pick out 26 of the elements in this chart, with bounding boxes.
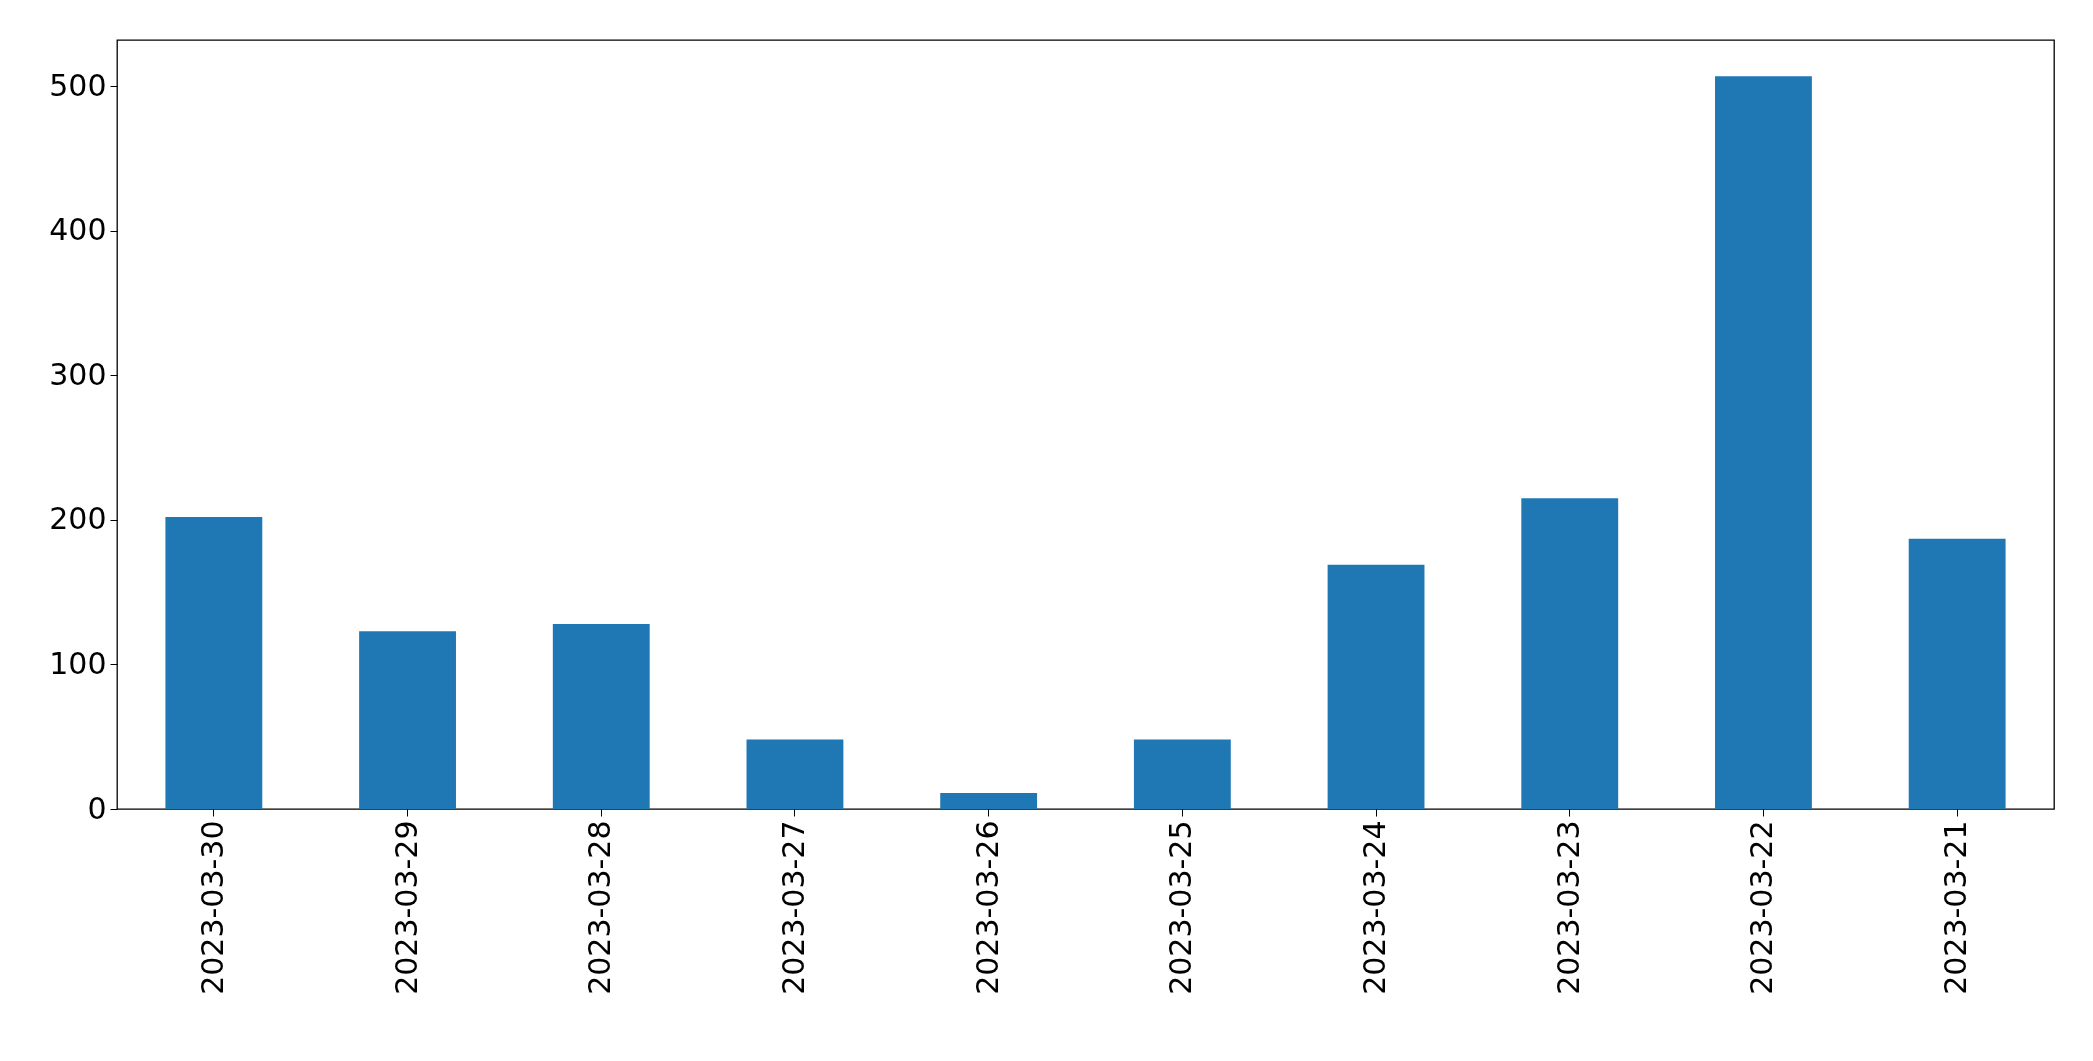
x-tick-label: 2023-03-22 <box>1744 820 1780 995</box>
y-tick-label: 500 <box>49 67 107 103</box>
bar <box>1133 739 1231 809</box>
bar <box>1327 564 1425 809</box>
x-tick-label: 2023-03-30 <box>194 820 230 995</box>
x-tick-label: 2023-03-28 <box>582 820 618 995</box>
y-tick-label: 400 <box>49 212 107 248</box>
bar <box>746 739 844 809</box>
x-tick-label: 2023-03-24 <box>1357 820 1393 995</box>
bar <box>940 793 1038 809</box>
bar <box>1521 498 1619 809</box>
y-tick-label: 0 <box>87 790 107 826</box>
x-tick-label: 2023-03-26 <box>969 820 1005 995</box>
bar <box>1715 76 1812 809</box>
bar <box>1908 538 2006 809</box>
x-tick-label: 2023-03-29 <box>388 820 424 995</box>
y-tick-label: 100 <box>49 645 107 681</box>
x-tick-label: 2023-03-21 <box>1938 820 1974 995</box>
x-tick-label: 2023-03-23 <box>1550 820 1586 995</box>
bar <box>359 631 456 809</box>
bar <box>165 517 263 809</box>
x-tick-label: 2023-03-25 <box>1163 820 1199 995</box>
bar <box>552 623 650 809</box>
x-tick-label: 2023-03-27 <box>775 820 811 995</box>
y-tick-label: 200 <box>49 501 107 537</box>
y-tick-label: 300 <box>49 356 107 392</box>
